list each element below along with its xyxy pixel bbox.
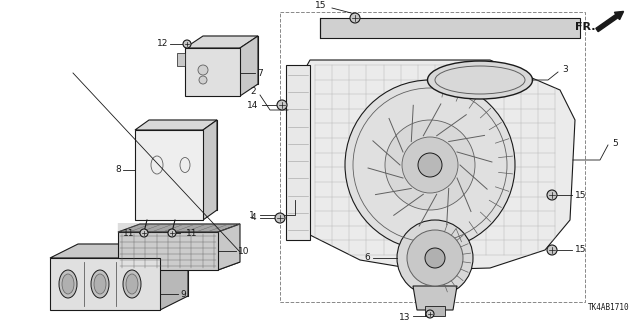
Circle shape: [402, 137, 458, 193]
FancyArrow shape: [596, 12, 623, 32]
Circle shape: [407, 230, 463, 286]
Circle shape: [418, 153, 442, 177]
Circle shape: [168, 229, 176, 237]
Ellipse shape: [126, 274, 138, 294]
Text: 2: 2: [250, 87, 256, 97]
Text: TK4AB1710: TK4AB1710: [588, 303, 630, 312]
Polygon shape: [160, 244, 188, 310]
Text: 10: 10: [238, 246, 250, 255]
Text: 5: 5: [612, 139, 618, 148]
Circle shape: [426, 310, 434, 318]
Text: 12: 12: [157, 39, 168, 49]
Circle shape: [199, 76, 207, 84]
Polygon shape: [218, 224, 240, 270]
Circle shape: [397, 220, 473, 296]
Polygon shape: [135, 120, 217, 130]
Text: 7: 7: [257, 68, 263, 77]
Polygon shape: [118, 232, 218, 270]
Polygon shape: [203, 36, 258, 84]
Ellipse shape: [91, 270, 109, 298]
Polygon shape: [50, 258, 160, 310]
Polygon shape: [177, 53, 185, 66]
Circle shape: [183, 40, 191, 48]
Bar: [425, 306, 445, 316]
Text: 15: 15: [575, 245, 586, 254]
Circle shape: [547, 190, 557, 200]
Circle shape: [547, 245, 557, 255]
Text: 14: 14: [246, 100, 258, 109]
Bar: [280, 12, 585, 302]
Polygon shape: [320, 18, 580, 38]
Polygon shape: [135, 130, 203, 220]
Circle shape: [345, 80, 515, 250]
Polygon shape: [118, 262, 240, 270]
Circle shape: [275, 213, 285, 223]
Polygon shape: [286, 65, 310, 240]
Text: 4: 4: [250, 213, 256, 222]
Text: 1: 1: [249, 211, 255, 220]
Polygon shape: [203, 120, 217, 220]
Polygon shape: [413, 286, 457, 310]
Circle shape: [198, 65, 208, 75]
Polygon shape: [78, 244, 188, 296]
Text: 9: 9: [180, 290, 186, 299]
Ellipse shape: [428, 61, 532, 99]
Circle shape: [425, 248, 445, 268]
Ellipse shape: [62, 274, 74, 294]
Text: 15: 15: [575, 190, 586, 199]
Ellipse shape: [94, 274, 106, 294]
Polygon shape: [118, 224, 240, 232]
Polygon shape: [185, 48, 240, 96]
Circle shape: [385, 120, 475, 210]
Polygon shape: [50, 244, 188, 258]
Text: 11: 11: [122, 228, 134, 237]
Text: FR.: FR.: [575, 22, 595, 32]
Ellipse shape: [123, 270, 141, 298]
Polygon shape: [185, 36, 258, 48]
Ellipse shape: [59, 270, 77, 298]
Text: 6: 6: [364, 253, 370, 262]
Polygon shape: [288, 60, 575, 270]
Text: 15: 15: [314, 2, 326, 11]
Polygon shape: [149, 120, 217, 210]
Circle shape: [350, 13, 360, 23]
Text: 3: 3: [562, 66, 568, 75]
Circle shape: [140, 229, 148, 237]
Text: 13: 13: [399, 313, 410, 320]
Circle shape: [277, 100, 287, 110]
Text: 8: 8: [115, 165, 121, 174]
Text: 11: 11: [186, 228, 198, 237]
Polygon shape: [240, 36, 258, 96]
